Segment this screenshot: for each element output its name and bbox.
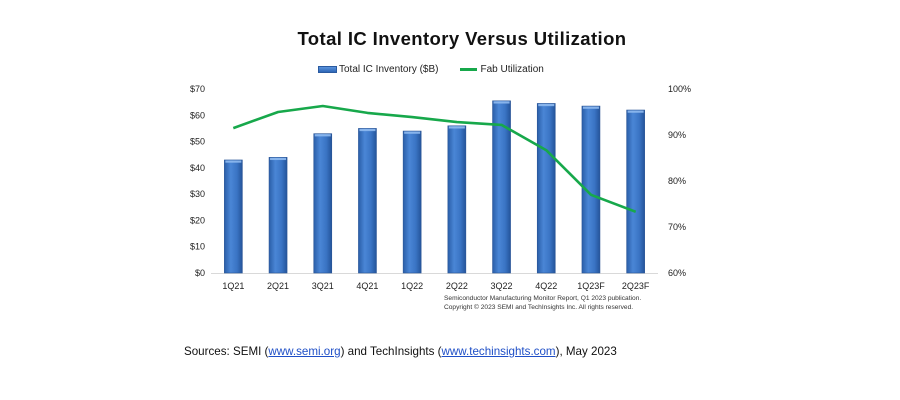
bar [447, 125, 467, 274]
bar [581, 105, 601, 274]
legend-line-swatch [460, 68, 478, 71]
left-tick-label: $50 [190, 137, 205, 147]
note-line-1: Semiconductor Manufacturing Monitor Repo… [444, 295, 642, 302]
legend-label-utilization: Fab Utilization [480, 64, 544, 75]
x-tick-label: 2Q22 [446, 281, 468, 291]
x-tick-label: 2Q21 [267, 281, 289, 291]
sources-suffix: ), May 2023 [555, 345, 617, 358]
x-tick-label: 1Q21 [222, 281, 244, 291]
bar-series [224, 100, 645, 274]
note-line-2: Copyright © 2023 SEMI and TechInsights I… [444, 304, 634, 311]
x-axis: 1Q21 2Q21 3Q21 4Q21 1Q22 2Q22 3Q22 4Q22 1Q23F 2Q2… [222, 281, 650, 291]
bar-highlight [448, 126, 465, 129]
left-tick-label: $40 [190, 163, 205, 173]
left-axis: $0 $10 $20 $30 $40 $50 $60 $70 [190, 84, 205, 278]
left-tick-label: $20 [190, 215, 205, 225]
right-tick-label: 80% [668, 176, 686, 186]
bar-highlight [314, 134, 331, 137]
bar-highlight [493, 101, 510, 104]
left-tick-label: $60 [190, 110, 205, 120]
x-tick-label: 3Q22 [491, 281, 513, 291]
right-tick-label: 100% [668, 84, 691, 94]
x-tick-label: 1Q23F [577, 281, 605, 291]
bar-highlight [627, 110, 644, 113]
bar [268, 157, 288, 274]
bar [626, 109, 645, 274]
sources-middle: ) and TechInsights ( [340, 345, 442, 358]
legend: Total IC Inventory ($B) Fab Utilization [318, 64, 566, 75]
x-tick-label: 1Q22 [401, 281, 423, 291]
sources-line: Sources: SEMI (www.semi.org) and TechIns… [184, 345, 617, 358]
legend-label-inventory: Total IC Inventory ($B) [339, 64, 439, 75]
bar [224, 159, 243, 274]
bar [313, 133, 333, 274]
right-axis: 60% 70% 80% 90% 100% [668, 84, 691, 278]
legend-item-inventory: Total IC Inventory ($B) [318, 64, 438, 75]
bar-highlight [404, 131, 421, 134]
techinsights-link[interactable]: www.techinsights.com [441, 345, 556, 358]
x-tick-label: 4Q22 [535, 281, 557, 291]
bar-highlight [582, 106, 599, 109]
x-tick-label: 4Q21 [356, 281, 378, 291]
copyright-note: Semiconductor Manufacturing Monitor Repo… [444, 294, 641, 312]
legend-bar-swatch [318, 66, 337, 73]
right-tick-label: 70% [668, 222, 686, 232]
right-tick-label: 60% [668, 268, 686, 278]
bar-highlight [270, 157, 287, 161]
x-tick-label: 3Q21 [312, 281, 334, 291]
left-tick-label: $30 [190, 189, 205, 199]
right-tick-label: 90% [668, 130, 686, 140]
bar [358, 128, 377, 274]
left-tick-label: $70 [190, 84, 205, 94]
sources-prefix: Sources: SEMI ( [184, 345, 269, 358]
left-tick-label: $0 [195, 268, 205, 278]
bar-highlight [225, 160, 242, 163]
bar-highlight [538, 103, 555, 107]
x-tick-label: 2Q23F [622, 281, 650, 291]
bar [402, 130, 422, 274]
left-tick-label: $10 [190, 242, 205, 252]
chart-title: Total IC Inventory Versus Utilization [297, 28, 627, 49]
utilization-line [232, 104, 637, 214]
bar [536, 103, 556, 274]
legend-item-utilization: Fab Utilization [460, 64, 544, 75]
bar [492, 100, 511, 274]
semi-link[interactable]: www.semi.org [268, 345, 341, 358]
bar-highlight [359, 128, 376, 132]
